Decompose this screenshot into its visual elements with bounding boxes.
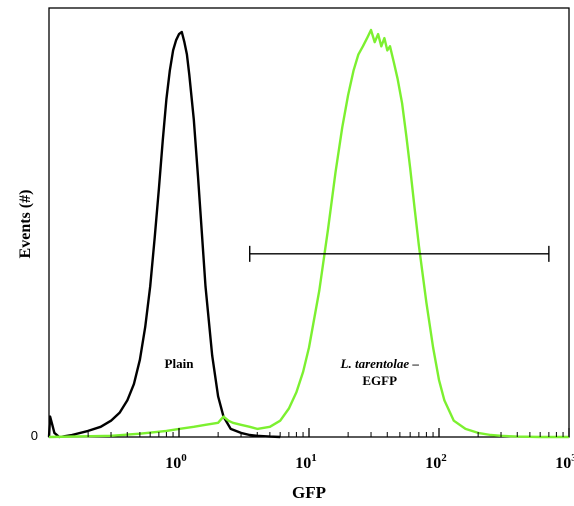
y-tick-label: 0 [31,428,38,443]
series-layer [47,28,569,439]
series-line-1 [47,30,281,439]
series-line-2 [48,28,569,439]
annotation-2: L. tarentolae – EGFP [340,356,420,388]
x-tick-label: 101 [295,452,317,472]
x-tick-label: 103 [555,452,574,472]
y-axis-title: Events (#) [17,190,34,259]
annotation-layer: Plain L. tarentolae – EGFP [165,356,420,388]
x-axis-title: GFP [292,483,326,502]
plot-frame [48,7,570,438]
gate-layer [249,245,550,262]
x-tick-label: 100 [165,452,187,472]
annotation-1: Plain [165,356,195,371]
x-tick-label: 102 [425,452,447,472]
